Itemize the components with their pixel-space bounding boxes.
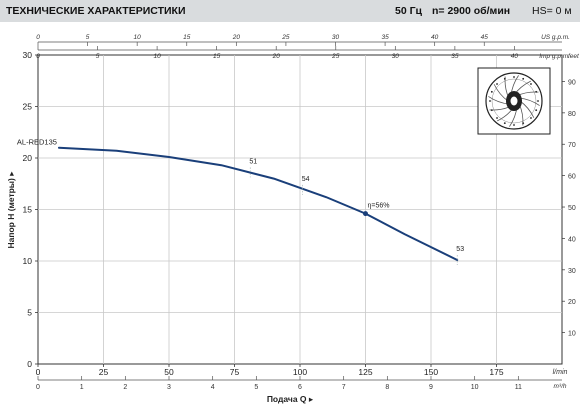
impeller-rivet: [503, 122, 506, 125]
us-gpm-tick-label: 35: [381, 34, 389, 41]
lmin-tick-label: 50: [164, 367, 174, 377]
us-gpm-tick-label: 40: [431, 34, 439, 41]
m3h-tick-label: 2: [123, 384, 127, 391]
uk-gpm-tick-label: 15: [213, 53, 221, 60]
feet-tick-label: 80: [568, 111, 576, 118]
feet-tick-label: 60: [568, 174, 576, 181]
lmin-tick-label: 0: [36, 367, 41, 377]
impeller-rivet: [535, 109, 538, 112]
y-tick-label: 25: [23, 102, 33, 112]
impeller-rivet: [489, 100, 491, 102]
m3h-tick-label: 5: [254, 384, 258, 391]
y-tick-label: 5: [27, 308, 32, 318]
impeller-rivet: [496, 117, 498, 119]
x-axis-label: Подача Q ▸: [267, 394, 314, 404]
uk-gpm-unit-label: Imp g.p.m.: [539, 53, 570, 60]
m3h-tick-label: 6: [298, 384, 302, 391]
y-tick-label: 15: [23, 205, 33, 215]
header-speed: n= 2900 об/мин: [432, 5, 511, 17]
y-axis-label: Напор H (метры) ▸: [6, 171, 16, 249]
efficiency-label: 53: [456, 246, 464, 253]
efficiency-label: η=56%: [368, 203, 390, 210]
lmin-tick-label: 150: [424, 367, 438, 377]
us-gpm-tick-label: 15: [183, 34, 191, 41]
feet-tick-label: 90: [568, 79, 576, 86]
m3h-unit-label: m³/h: [554, 383, 567, 390]
feet-tick-label: 50: [568, 205, 576, 212]
m3h-tick-label: 4: [211, 384, 215, 391]
impeller-rivet: [535, 90, 538, 93]
y-tick-label: 30: [23, 50, 33, 60]
series-label-al-red135: AL-RED135: [17, 138, 57, 147]
uk-gpm-tick-label: 35: [451, 53, 459, 60]
feet-tick-label: 70: [568, 142, 576, 149]
feet-tick-label: 20: [568, 299, 576, 306]
m3h-tick-label: 0: [36, 384, 40, 391]
lmin-tick-label: 75: [230, 367, 240, 377]
impeller-rivet: [513, 124, 515, 126]
impeller-rivet: [530, 83, 532, 85]
lmin-unit-label: l/min: [553, 369, 568, 376]
impeller-rivet: [522, 122, 525, 125]
m3h-tick-label: 10: [471, 384, 479, 391]
header-frequency: 50 Гц: [395, 5, 423, 17]
header-hs: HS= 0 м: [532, 5, 572, 17]
impeller-inner-ring: [491, 78, 537, 124]
impeller-bore: [510, 96, 518, 106]
y-tick-label: 10: [23, 256, 33, 266]
m3h-tick-label: 9: [429, 384, 433, 391]
impeller-rivet: [537, 100, 539, 102]
feet-tick-label: 10: [568, 331, 576, 338]
us-gpm-tick-label: 10: [134, 34, 142, 41]
y-tick-label: 0: [27, 359, 32, 369]
feet-unit-label: feet: [568, 53, 580, 60]
efficiency-label: 51: [249, 158, 257, 165]
lmin-tick-label: 100: [293, 367, 307, 377]
us-gpm-tick-label: 25: [281, 34, 290, 41]
uk-gpm-tick-label: 5: [96, 53, 100, 60]
lmin-tick-label: 175: [489, 367, 503, 377]
us-gpm-tick-label: 5: [86, 34, 90, 41]
lmin-tick-label: 25: [99, 367, 109, 377]
uk-gpm-tick-label: 25: [331, 53, 340, 60]
impeller-rivet: [522, 77, 525, 80]
uk-gpm-tick-label: 20: [272, 53, 281, 60]
uk-gpm-tick-label: 30: [392, 53, 400, 60]
m3h-tick-label: 7: [342, 384, 346, 391]
impeller-rivet: [530, 117, 532, 119]
m3h-tick-label: 3: [167, 384, 171, 391]
us-gpm-tick-label: 45: [481, 34, 489, 41]
impeller-rivet: [503, 77, 506, 80]
best-efficiency-point: [363, 211, 368, 217]
m3h-tick-label: 1: [80, 384, 84, 391]
efficiency-label: 54: [302, 176, 310, 183]
lmin-tick-label: 125: [358, 367, 372, 377]
impeller-rivet: [513, 76, 515, 78]
us-gpm-tick-label: 0: [36, 34, 40, 41]
us-gpm-unit-label: US g.p.m.: [541, 34, 570, 41]
y-tick-label: 20: [23, 153, 33, 163]
uk-gpm-tick-label: 40: [511, 53, 519, 60]
uk-gpm-tick-label: 0: [36, 53, 40, 60]
impeller-rivet: [496, 83, 498, 85]
series-curve-al-red135: [57, 146, 459, 261]
us-gpm-tick-label: 30: [332, 34, 340, 41]
feet-tick-label: 40: [568, 236, 576, 243]
pump-curve-chart: 0 5 10 15 20 25 30 35 40 45 US g.p.m.0 5 10 15 20 25 30 3…: [6, 34, 580, 404]
impeller-rivet: [490, 90, 493, 93]
m3h-tick-label: 11: [515, 384, 522, 391]
uk-gpm-tick-label: 10: [153, 53, 161, 60]
header-title: ТЕХНИЧЕСКИЕ ХАРАКТЕРИСТИКИ: [6, 5, 186, 17]
m3h-tick-label: 8: [385, 384, 389, 391]
header-banner: ТЕХНИЧЕСКИЕ ХАРАКТЕРИСТИКИ 50 Гц n= 2900…: [0, 0, 580, 22]
impeller-rivet: [490, 109, 493, 112]
feet-tick-label: 30: [568, 268, 576, 275]
us-gpm-tick-label: 20: [232, 34, 241, 41]
